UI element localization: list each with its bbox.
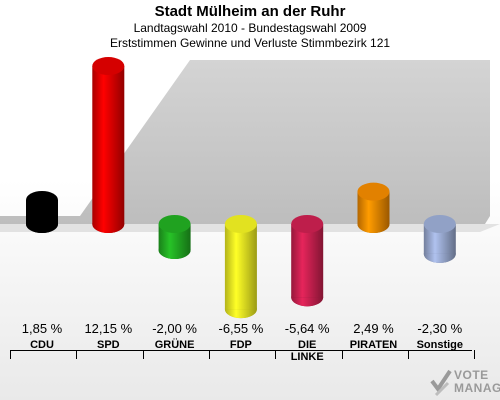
value-label: -2,30 % (417, 321, 463, 336)
value-label: 1,85 % (21, 321, 63, 336)
checkmark-icon (430, 369, 452, 397)
category-label: SPD (96, 339, 120, 351)
chart-title: Stadt Mülheim an der Ruhr (154, 3, 346, 20)
logo-text: VOTE MANAGER (454, 369, 500, 395)
category-label: CDU (30, 339, 54, 351)
category-label: FDP (229, 339, 252, 351)
category-label: GRÜNE (154, 339, 195, 351)
chart-floor-plane (0, 60, 490, 232)
bar-grüne (158, 215, 191, 259)
axis-tick (10, 350, 11, 359)
value-label: 2,49 % (353, 321, 394, 336)
axis-tick (143, 350, 144, 359)
category-label: PIRATEN (349, 339, 398, 351)
chart-subtitle-2: Erststimmen Gewinne und Verluste Stimmbe… (109, 36, 391, 50)
axis-tick (76, 350, 77, 359)
chart-subtitle: Landtagswahl 2010 - Bundestagswahl 2009 (133, 21, 367, 35)
bar-cdu (26, 190, 58, 233)
value-label: 12,15 % (84, 321, 133, 336)
category-label: DIE LINKE (290, 339, 324, 363)
chart-titles: Stadt Mülheim an der Ruhr Landtagswahl 2… (0, 3, 500, 51)
axis-tick (408, 350, 409, 359)
logo-text-line2: MANAGER (454, 381, 500, 395)
bar-sonstige (423, 215, 456, 263)
value-label: -5,64 % (284, 321, 330, 336)
bar-die-linke (291, 215, 324, 307)
bar-piraten (357, 182, 390, 233)
bar-spd (92, 57, 125, 233)
category-label: Sonstige (416, 339, 464, 351)
axis-tick (474, 350, 475, 359)
axis-tick (342, 350, 343, 359)
value-label: -2,00 % (152, 321, 197, 336)
votemanager-logo: VOTE MANAGER (430, 367, 500, 399)
bar-fdp (224, 215, 257, 319)
value-label: -6,55 % (218, 321, 264, 336)
logo-text-line1: VOTE (454, 368, 489, 382)
axis-tick (275, 350, 276, 359)
axis-tick (209, 350, 210, 359)
category-axis-line (10, 350, 472, 351)
